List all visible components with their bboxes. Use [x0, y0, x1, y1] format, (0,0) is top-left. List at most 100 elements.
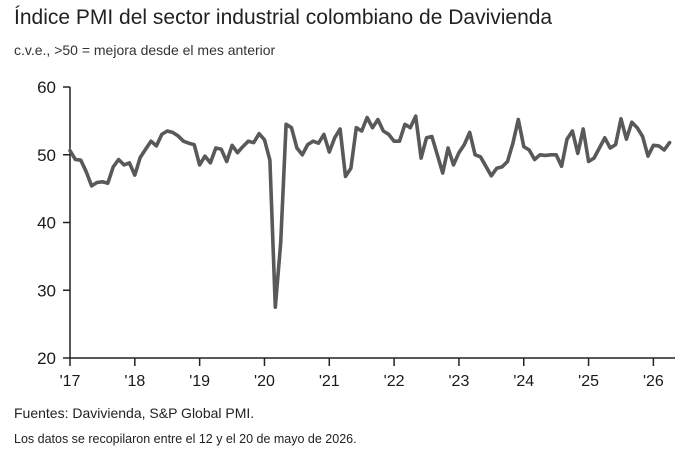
pmi-data-point	[398, 140, 401, 142]
pmi-data-point	[117, 158, 120, 161]
x-tick-label: '22	[384, 373, 405, 390]
pmi-data-point	[404, 123, 406, 126]
pmi-data-point	[69, 149, 71, 152]
x-tick-label: '21	[319, 373, 340, 390]
pmi-data-point	[506, 160, 509, 163]
pmi-data-point	[215, 147, 217, 149]
pmi-data-point	[636, 126, 638, 129]
pmi-data-point	[317, 142, 320, 144]
pmi-data-point	[447, 147, 449, 149]
pmi-data-point	[301, 154, 304, 156]
pmi-data-point	[242, 145, 244, 148]
pmi-data-point	[220, 148, 223, 151]
pmi-data-point	[74, 158, 77, 161]
pmi-data-point	[279, 242, 282, 244]
x-tick-label: '23	[448, 373, 469, 390]
pmi-data-point	[409, 126, 412, 129]
pmi-data-point	[366, 116, 368, 119]
pmi-line-chart: 20 30 40 50 60 '17 '18 '19 '20 '21 '22 '23 '24 '25 '26	[37, 78, 675, 390]
x-tick-label: '25	[578, 373, 599, 390]
pmi-data-point	[544, 154, 547, 157]
pmi-data-point	[209, 162, 212, 164]
pmi-data-point	[614, 143, 617, 146]
pmi-data-point	[328, 151, 331, 153]
pmi-data-point	[593, 157, 595, 159]
pmi-data-point	[323, 133, 325, 136]
pmi-data-point	[269, 159, 271, 161]
pmi-data-point	[490, 175, 493, 177]
pmi-data-point	[468, 131, 471, 134]
x-tick-label: '19	[189, 373, 210, 390]
pmi-data-point	[474, 154, 476, 156]
pmi-data-point	[571, 130, 574, 132]
pmi-data-point	[382, 130, 385, 132]
pmi-data-point	[452, 164, 455, 166]
pmi-data-point	[598, 147, 601, 149]
pmi-data-point	[436, 154, 439, 156]
pmi-data-point	[236, 151, 239, 154]
pmi-data-point	[566, 138, 568, 140]
pmi-data-point	[96, 181, 98, 184]
pmi-data-point	[166, 130, 168, 132]
y-tick-label: 50	[37, 146, 56, 165]
x-tick-label: '26	[643, 373, 664, 390]
pmi-data-point	[101, 181, 104, 183]
x-tick-label: '18	[124, 373, 145, 390]
pmi-data-point	[85, 170, 87, 173]
pmi-data-point	[128, 162, 131, 164]
pmi-data-point	[550, 154, 552, 156]
pmi-data-point	[107, 182, 109, 184]
pmi-data-point	[371, 126, 374, 129]
pmi-data-point	[528, 149, 530, 151]
pmi-data-point	[420, 157, 422, 159]
pmi-data-point	[555, 154, 557, 156]
pmi-data-point	[641, 135, 644, 138]
x-tick-label: '24	[513, 373, 534, 390]
chart-title: Índice PMI del sector industrial colombi…	[14, 6, 553, 29]
pmi-data-point	[393, 140, 395, 142]
chart-tick-labels: 20 30 40 50 60 '17 '18 '19 '20 '21 '22 '23 '24 '25 '26	[37, 78, 664, 390]
pmi-data-point	[177, 135, 179, 137]
pmi-data-point	[458, 151, 460, 154]
pmi-data-point	[274, 306, 277, 309]
pmi-data-point	[161, 133, 163, 136]
pmi-data-point	[155, 145, 158, 147]
pmi-data-point	[204, 155, 206, 157]
pmi-data-point	[123, 164, 125, 166]
pmi-data-point	[425, 137, 428, 139]
pmi-data-point	[620, 118, 622, 120]
pmi-data-point	[231, 144, 233, 147]
pmi-data-point	[188, 142, 190, 144]
collection-note: Los datos se recopilaron entre el 12 y e…	[14, 432, 357, 446]
source-note: Fuentes: Davivienda, S&P Global PMI.	[14, 405, 255, 421]
pmi-data-point	[431, 135, 433, 138]
pmi-data-point	[485, 165, 487, 168]
y-tick-label: 30	[37, 281, 56, 300]
pmi-data-point	[560, 165, 563, 168]
pmi-data-point	[258, 132, 260, 135]
pmi-data-point	[501, 166, 503, 168]
pmi-data-point	[414, 115, 417, 117]
pmi-data-point	[333, 137, 336, 139]
pmi-data-point	[495, 167, 498, 170]
chart-subtitle: c.v.e., >50 = mejora desde el mes anteri…	[14, 42, 276, 58]
pmi-data-point	[582, 128, 584, 130]
pmi-data-point	[182, 140, 185, 142]
pmi-series-line	[68, 114, 672, 310]
pmi-data-point	[479, 156, 482, 158]
pmi-data-point	[577, 152, 579, 155]
pmi-data-point	[134, 174, 136, 176]
pmi-data-point	[512, 142, 514, 144]
pmi-data-point	[668, 141, 671, 144]
pmi-data-point	[344, 175, 347, 178]
pmi-data-point	[193, 143, 195, 146]
pmi-data-point	[609, 147, 611, 149]
chart-axes	[63, 86, 675, 366]
pmi-data-point	[139, 156, 141, 159]
x-tick-label: '20	[254, 373, 275, 390]
pmi-data-point	[625, 138, 628, 140]
pmi-data-point	[587, 160, 590, 163]
pmi-data-point	[387, 133, 390, 136]
pmi-data-point	[312, 140, 314, 142]
pmi-data-point	[80, 159, 82, 161]
